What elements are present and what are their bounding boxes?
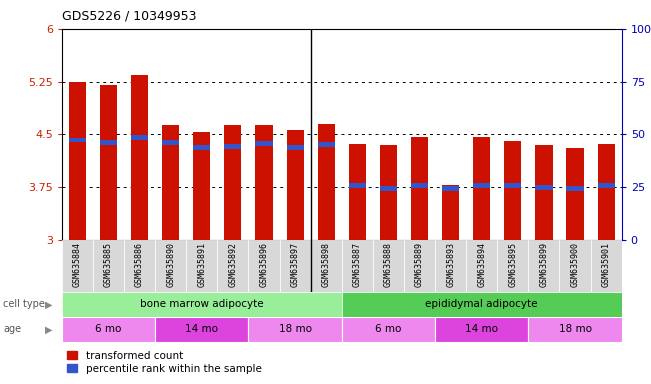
Bar (100, 85, 117, 240)
Bar (590, 240, 622, 292)
Bar (559, 240, 590, 292)
Text: 6 mo: 6 mo (95, 324, 122, 334)
Bar (349, 183, 366, 188)
Text: GDS5226 / 10349953: GDS5226 / 10349953 (62, 10, 197, 23)
Bar (100, 141, 117, 145)
Bar (466, 240, 497, 292)
Text: GSM635886: GSM635886 (135, 242, 144, 286)
Bar (404, 240, 435, 292)
Text: age: age (3, 324, 21, 334)
Bar (349, 144, 366, 240)
Text: 18 mo: 18 mo (279, 324, 312, 334)
Bar (249, 317, 342, 342)
Text: GSM635899: GSM635899 (540, 242, 548, 286)
Text: 6 mo: 6 mo (375, 324, 402, 334)
Bar (131, 74, 148, 240)
Text: GSM635894: GSM635894 (477, 242, 486, 286)
Bar (311, 240, 342, 292)
Bar (69, 137, 86, 142)
Bar (249, 240, 279, 292)
Text: GSM635885: GSM635885 (104, 242, 113, 286)
Bar (598, 144, 615, 240)
Bar (442, 186, 459, 191)
Text: cell type: cell type (3, 299, 45, 310)
Bar (318, 124, 335, 240)
Bar (497, 240, 529, 292)
Text: GSM635888: GSM635888 (384, 242, 393, 286)
Bar (225, 144, 242, 149)
Bar (62, 317, 155, 342)
Text: GSM635893: GSM635893 (446, 242, 455, 286)
Bar (62, 240, 93, 292)
Bar (186, 240, 217, 292)
Bar (93, 240, 124, 292)
Bar (318, 142, 335, 147)
Bar (435, 240, 466, 292)
Bar (69, 82, 86, 240)
Text: ▶: ▶ (44, 324, 52, 334)
Bar (598, 183, 615, 188)
Bar (131, 135, 148, 140)
Text: GSM635901: GSM635901 (602, 242, 611, 286)
Bar (473, 183, 490, 188)
Bar (373, 240, 404, 292)
Bar (535, 185, 553, 190)
Bar (566, 149, 583, 240)
Bar (162, 125, 179, 240)
Bar (155, 240, 186, 292)
Text: ▶: ▶ (44, 299, 52, 310)
Bar (442, 185, 459, 240)
Text: 18 mo: 18 mo (559, 324, 592, 334)
Text: GSM635889: GSM635889 (415, 242, 424, 286)
Bar (225, 125, 242, 240)
Bar (342, 292, 622, 317)
Text: GSM635884: GSM635884 (73, 242, 82, 286)
Bar (535, 145, 553, 240)
Text: GSM635895: GSM635895 (508, 242, 518, 286)
Bar (411, 183, 428, 188)
Text: bone marrow adipocyte: bone marrow adipocyte (140, 299, 264, 310)
Text: GSM635892: GSM635892 (229, 242, 238, 286)
Bar (217, 240, 249, 292)
Legend: transformed count, percentile rank within the sample: transformed count, percentile rank withi… (67, 351, 262, 374)
Text: GSM635896: GSM635896 (260, 242, 268, 286)
Bar (411, 137, 428, 240)
Bar (62, 292, 342, 317)
Bar (162, 141, 179, 145)
Bar (286, 145, 303, 149)
Bar (286, 130, 303, 240)
Bar (155, 317, 249, 342)
Bar (435, 317, 529, 342)
Bar (279, 240, 311, 292)
Bar (255, 141, 273, 146)
Text: epididymal adipocyte: epididymal adipocyte (426, 299, 538, 310)
Bar (255, 125, 273, 240)
Text: GSM635887: GSM635887 (353, 242, 362, 286)
Text: 14 mo: 14 mo (465, 324, 498, 334)
Text: GSM635898: GSM635898 (322, 242, 331, 286)
Bar (380, 186, 397, 191)
Bar (505, 183, 521, 188)
Bar (473, 137, 490, 240)
Bar (529, 240, 559, 292)
Bar (529, 317, 622, 342)
Text: 14 mo: 14 mo (186, 324, 218, 334)
Bar (193, 145, 210, 150)
Bar (193, 132, 210, 240)
Text: GSM635897: GSM635897 (290, 242, 299, 286)
Bar (124, 240, 155, 292)
Bar (380, 145, 397, 240)
Text: GSM635891: GSM635891 (197, 242, 206, 286)
Text: GSM635900: GSM635900 (570, 242, 579, 286)
Bar (342, 240, 373, 292)
Bar (505, 141, 521, 240)
Text: GSM635890: GSM635890 (166, 242, 175, 286)
Bar (566, 186, 583, 191)
Bar (342, 317, 435, 342)
